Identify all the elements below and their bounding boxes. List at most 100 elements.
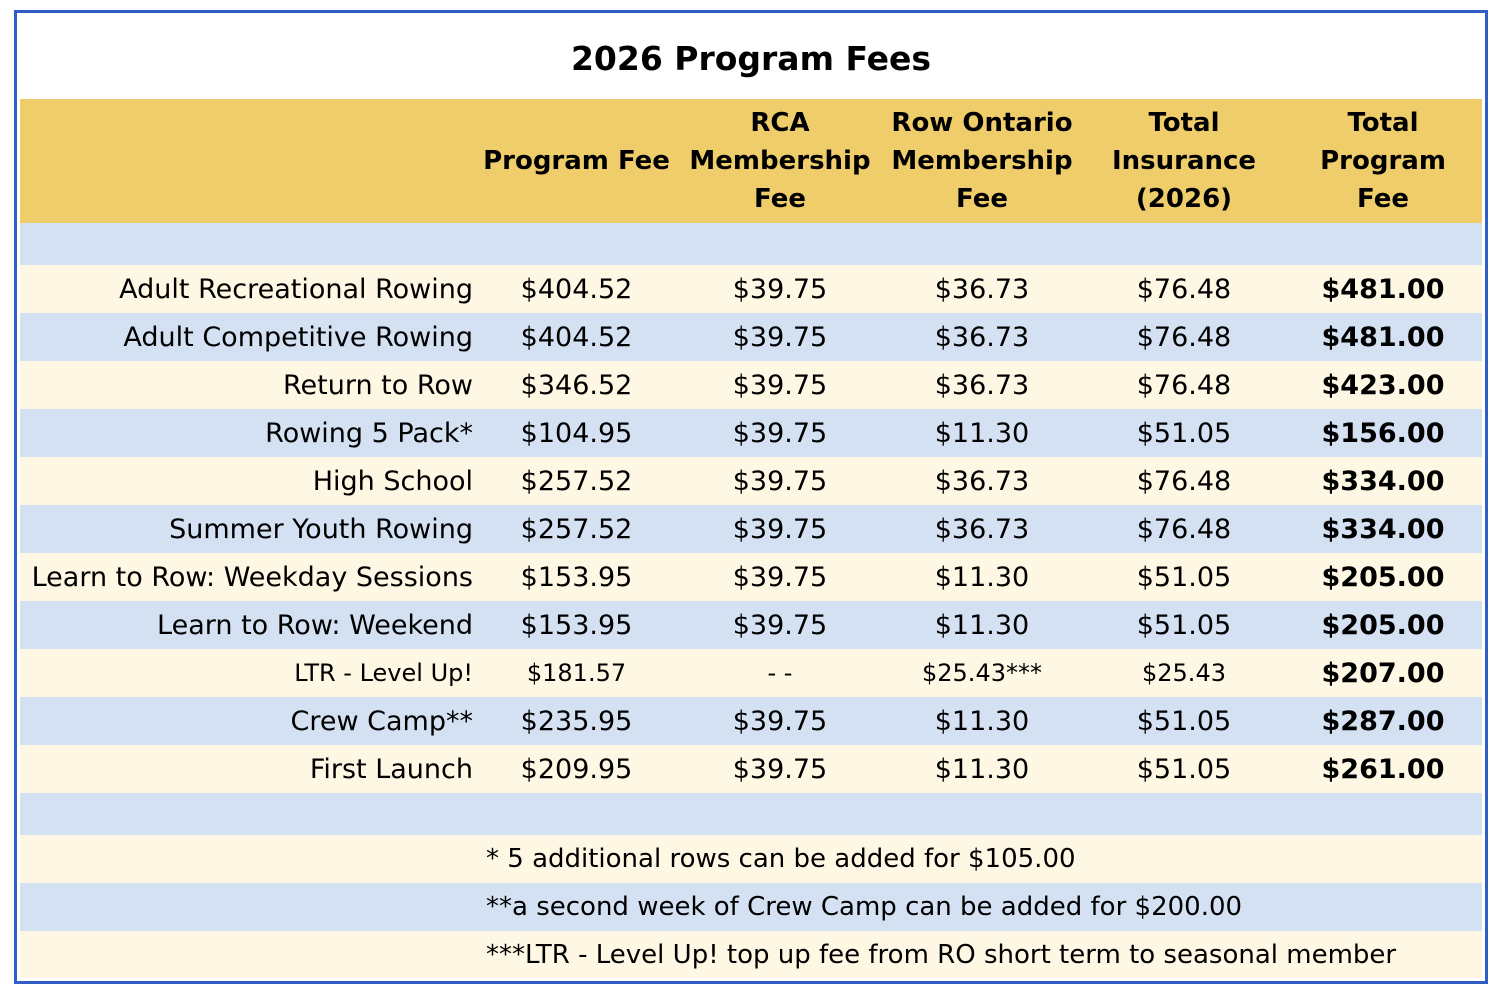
cell-total-program-fee: $481.00: [1321, 321, 1445, 353]
cell-rca-fee: $39.75: [732, 273, 828, 305]
cell-total-insurance: $76.48: [1136, 369, 1232, 401]
cell-total-program-fee: $205.00: [1321, 609, 1445, 641]
cell-program-name: Summer Youth Rowing: [169, 513, 473, 545]
header-program-fee: Program Fee: [473, 99, 680, 223]
cell-total-insurance: $51.05: [1136, 705, 1232, 737]
footnote-text: * 5 additional rows can be added for $10…: [486, 844, 1076, 874]
cell-row-ontario-fee: $11.30: [934, 609, 1030, 641]
cell-row-ontario-fee: $36.73: [934, 369, 1030, 401]
cell-total-insurance: $76.48: [1136, 465, 1232, 497]
table-row: Learn to Row: Weekday Sessions $153.95 $39…: [20, 553, 1482, 601]
cell-total-program-fee: $156.00: [1321, 417, 1445, 449]
cell-rca-fee: $39.75: [732, 705, 828, 737]
cell-program-fee: $404.52: [520, 321, 633, 353]
cell-total-program-fee: $334.00: [1321, 465, 1445, 497]
cell-total-insurance: $51.05: [1136, 753, 1232, 785]
cell-program-fee: $153.95: [520, 561, 633, 593]
cell-total-program-fee: $287.00: [1321, 705, 1445, 737]
footnote-3: ***LTR - Level Up! top up fee from RO sh…: [20, 931, 1482, 978]
table-row: Learn to Row: Weekend $153.95 $39.75 $11.30…: [20, 601, 1482, 649]
cell-program-name: Learn to Row: Weekend: [157, 609, 473, 641]
table-row: Rowing 5 Pack* $104.95 $39.75 $11.30 $51.05 $…: [20, 409, 1482, 457]
cell-program-name: Learn to Row: Weekday Sessions: [31, 561, 473, 593]
cell-total-insurance: $25.43: [1142, 659, 1226, 687]
header-line: Membership: [689, 146, 871, 176]
cell-row-ontario-fee: $25.43***: [922, 659, 1042, 687]
cell-row-ontario-fee: $36.73: [934, 321, 1030, 353]
footnote-text: **a second week of Crew Camp can be adde…: [486, 892, 1243, 922]
cell-program-fee: $346.52: [520, 369, 633, 401]
cell-rca-fee: - -: [767, 659, 793, 687]
cell-program-fee: $153.95: [520, 609, 633, 641]
cell-row-ontario-fee: $36.73: [934, 513, 1030, 545]
footnote-1: * 5 additional rows can be added for $10…: [20, 835, 1482, 883]
cell-total-insurance: $51.05: [1136, 609, 1232, 641]
spacer-band: [20, 793, 1482, 835]
cell-total-insurance: $76.48: [1136, 321, 1232, 353]
cell-total-program-fee: $334.00: [1321, 513, 1445, 545]
cell-rca-fee: $39.75: [732, 465, 828, 497]
cell-total-insurance: $76.48: [1136, 513, 1232, 545]
fees-table-frame: 2026 Program Fees Program Fee RCA Member…: [14, 10, 1488, 984]
table-row: Crew Camp** $235.95 $39.75 $11.30 $51.05 $287…: [20, 697, 1482, 745]
cell-total-program-fee: $261.00: [1321, 753, 1445, 785]
cell-rca-fee: $39.75: [732, 753, 828, 785]
cell-row-ontario-fee: $11.30: [934, 561, 1030, 593]
cell-program-name: Return to Row: [282, 369, 473, 401]
header-line: (2026): [1135, 184, 1233, 214]
header-row-ontario-fee: Row Ontario Membership Fee: [880, 99, 1084, 223]
table-header: Program Fee RCA Membership Fee Row Ontar…: [20, 99, 1482, 223]
header-rca-fee: RCA Membership Fee: [680, 99, 880, 223]
header-line: Fee: [754, 184, 806, 214]
cell-rca-fee: $39.75: [732, 609, 828, 641]
table-row: High School $257.52 $39.75 $36.73 $76.48 $334…: [20, 457, 1482, 505]
header-line: RCA: [750, 108, 810, 138]
cell-rca-fee: $39.75: [732, 513, 828, 545]
table-row: Adult Recreational Rowing $404.52 $39.75 $3…: [20, 265, 1482, 313]
header-line: Program Fee: [483, 146, 670, 176]
cell-program-fee: $181.57: [526, 659, 627, 687]
cell-rca-fee: $39.75: [732, 561, 828, 593]
header-line: Row Ontario: [891, 108, 1073, 138]
cell-total-program-fee: $207.00: [1321, 657, 1445, 689]
cell-rca-fee: $39.75: [732, 369, 828, 401]
cell-row-ontario-fee: $36.73: [934, 273, 1030, 305]
cell-program-fee: $209.95: [520, 753, 633, 785]
cell-program-fee: $235.95: [520, 705, 633, 737]
header-total-insurance: Total Insurance (2026): [1084, 99, 1284, 223]
table-row: First Launch $209.95 $39.75 $11.30 $51.05 $26…: [20, 745, 1482, 793]
cell-rca-fee: $39.75: [732, 417, 828, 449]
cell-row-ontario-fee: $11.30: [934, 753, 1030, 785]
cell-row-ontario-fee: $11.30: [934, 705, 1030, 737]
cell-total-program-fee: $205.00: [1321, 561, 1445, 593]
header-line: Fee: [1357, 184, 1409, 214]
header-line: Total Program: [1320, 108, 1446, 176]
header-line: Total: [1148, 108, 1220, 138]
cell-total-insurance: $51.05: [1136, 561, 1232, 593]
cell-program-name: Adult Competitive Rowing: [123, 321, 473, 353]
cell-row-ontario-fee: $36.73: [934, 465, 1030, 497]
cell-program-fee: $404.52: [520, 273, 633, 305]
cell-program-name: Rowing 5 Pack*: [265, 417, 473, 449]
header-line: Fee: [956, 184, 1008, 214]
cell-program-fee: $104.95: [520, 417, 633, 449]
cell-total-insurance: $76.48: [1136, 273, 1232, 305]
header-line: Membership: [891, 146, 1073, 176]
cell-row-ontario-fee: $11.30: [934, 417, 1030, 449]
header-total-program-fee: Total Program Fee: [1284, 99, 1482, 223]
cell-program-fee: $257.52: [520, 513, 633, 545]
footnote-text: ***LTR - Level Up! top up fee from RO sh…: [486, 940, 1397, 970]
table-row: LTR - Level Up! $181.57 - - $25.43*** $25.43…: [20, 649, 1482, 697]
cell-program-name: First Launch: [309, 753, 473, 785]
table-row: Adult Competitive Rowing $404.52 $39.75 $36…: [20, 313, 1482, 361]
cell-program-name: LTR - Level Up!: [294, 659, 473, 687]
page-title: 2026 Program Fees: [570, 39, 932, 78]
cell-program-fee: $257.52: [520, 465, 633, 497]
cell-program-name: Adult Recreational Rowing: [119, 273, 473, 305]
cell-total-program-fee: $423.00: [1321, 369, 1445, 401]
cell-total-program-fee: $481.00: [1321, 273, 1445, 305]
table-row: Summer Youth Rowing $257.52 $39.75 $36.73 $7…: [20, 505, 1482, 553]
cell-total-insurance: $51.05: [1136, 417, 1232, 449]
cell-program-name: High School: [312, 465, 473, 497]
header-line: Insurance: [1111, 146, 1257, 176]
